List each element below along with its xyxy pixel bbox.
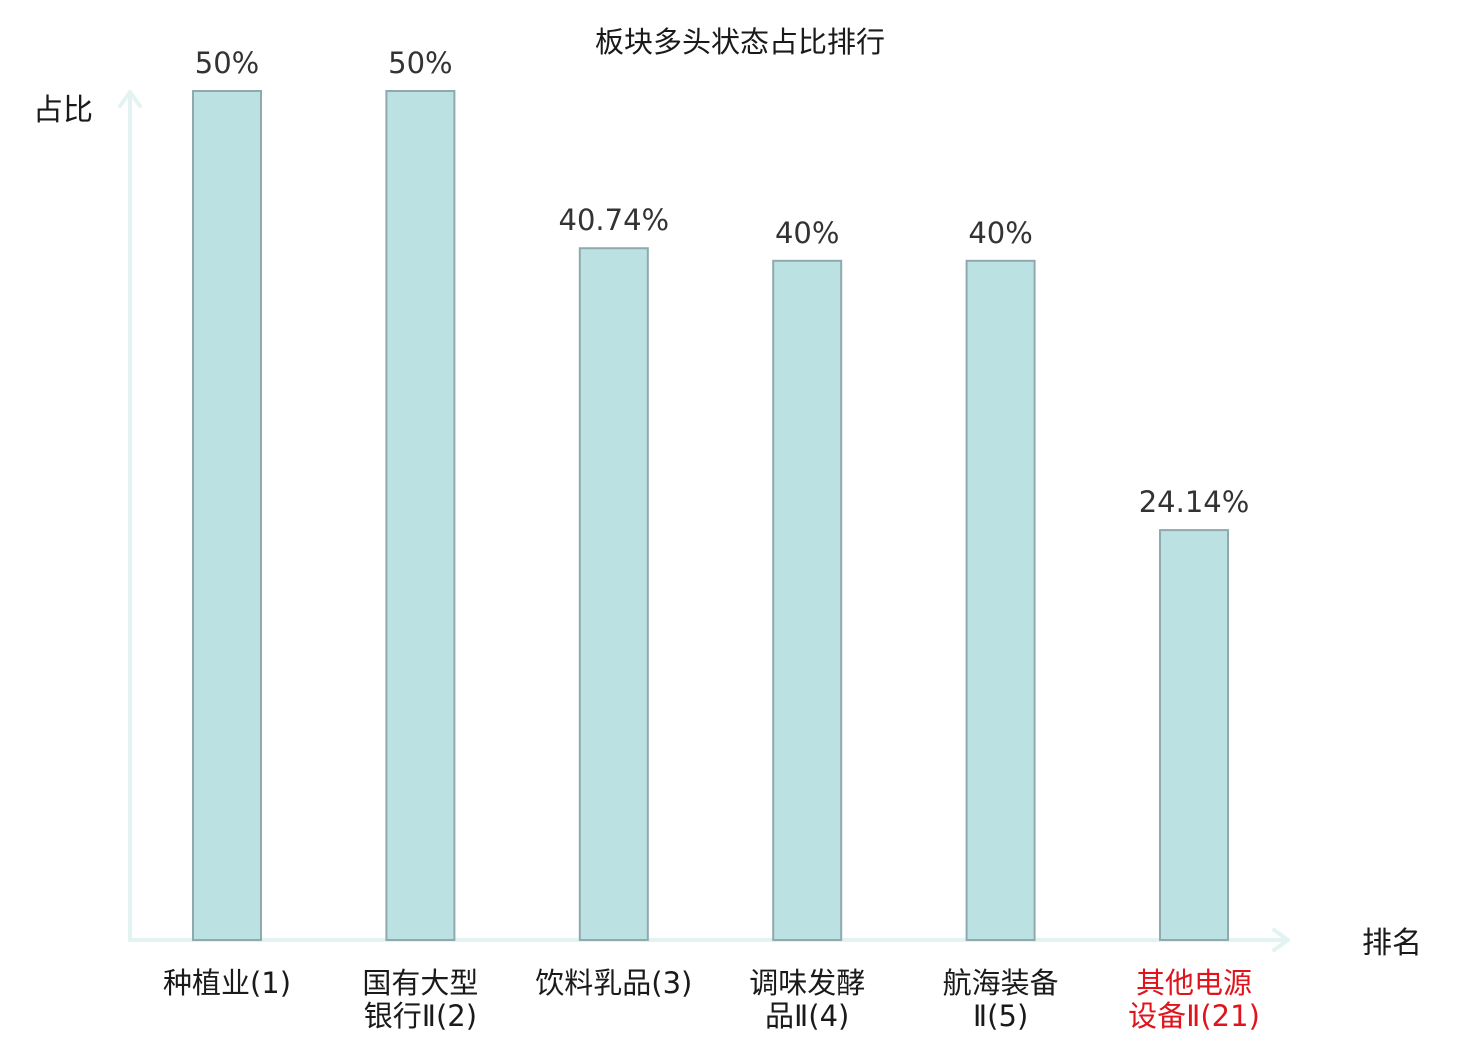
x-tick-label-3: 饮料乳品(3) [535, 966, 692, 1000]
data-label-1: 50% [195, 46, 259, 80]
chart-title: 板块多头状态占比排行 [595, 25, 885, 59]
x-tick-label-5: 航海装备 Ⅱ(5) [943, 966, 1059, 1033]
bar-5 [965, 259, 1036, 941]
x-tick-label-2: 国有大型银行Ⅱ(2) [362, 966, 478, 1033]
y-axis-arrow [118, 90, 142, 108]
x-tick-label-6: 其他电源设备Ⅱ(21) [1128, 966, 1260, 1033]
bar-4 [772, 259, 843, 941]
data-label-2: 50% [388, 46, 452, 80]
bar-3 [578, 247, 649, 941]
y-axis-title: 占比 [33, 93, 93, 128]
bar-1 [192, 90, 262, 941]
data-label-3: 40.74% [559, 203, 670, 237]
data-label-4: 40% [775, 216, 839, 250]
data-label-5: 40% [968, 216, 1032, 250]
x-tick-label-1: 种植业(1) [163, 966, 291, 1000]
category-labels-group: 种植业(1) 国有大型银行Ⅱ(2) 饮料乳品(3) 调味发酵品Ⅱ(4) 航海装备 Ⅱ(5)… [163, 966, 1260, 1033]
x-tick-label-4: 调味发酵品Ⅱ(4) [749, 966, 865, 1033]
x-axis-arrow [1272, 928, 1290, 952]
data-label-6: 24.14% [1139, 485, 1250, 519]
bar-2 [385, 90, 456, 941]
value-labels-group: 50% 50% 40.74% 40% 40% 24.14% [195, 46, 1250, 519]
bar-6 [1159, 529, 1229, 941]
x-axis-title: 排名 [1362, 926, 1422, 961]
bars-group [192, 90, 1229, 941]
